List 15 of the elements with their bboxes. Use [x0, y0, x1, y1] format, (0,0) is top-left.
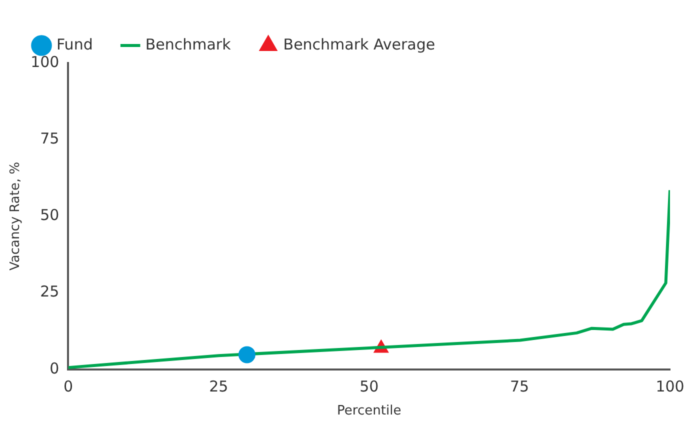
legend-label: Fund	[56, 35, 93, 54]
legend-label: Benchmark	[145, 35, 232, 54]
y-tick-label: 0	[50, 359, 60, 378]
y-tick-label: 25	[40, 282, 60, 301]
y-tick-label: 50	[40, 206, 60, 224]
y-tick-label: 100	[30, 52, 60, 71]
x-tick-label: 25	[209, 377, 228, 396]
y-tick-label: 75	[40, 129, 60, 148]
x-tick-label: 50	[360, 377, 379, 396]
legend-label: Benchmark Average	[283, 35, 436, 54]
x-tick-label: 75	[510, 377, 530, 396]
y-axis-title: Vacancy Rate, %	[8, 162, 24, 271]
x-tick-label: 100	[656, 377, 684, 396]
x-axis-title: Percentile	[337, 404, 402, 419]
x-tick-label: 0	[63, 377, 74, 396]
